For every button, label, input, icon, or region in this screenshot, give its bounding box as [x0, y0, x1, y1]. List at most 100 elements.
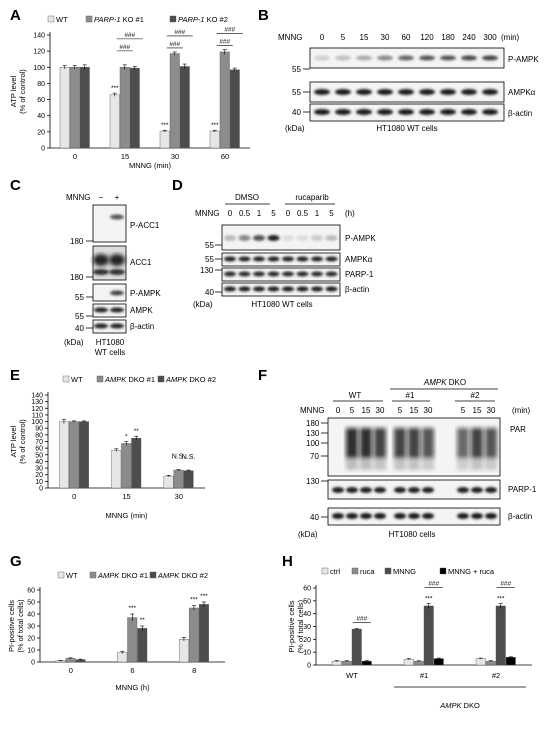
lane-label: 15	[473, 406, 482, 415]
blot-smear	[457, 458, 469, 470]
significance-label: ###	[174, 29, 185, 36]
blot-c-marker-1: 180	[70, 237, 84, 246]
y-tick-label: 20	[303, 637, 311, 644]
blot-b-row-actin: β-actin	[508, 109, 532, 118]
bar	[178, 639, 189, 663]
blot-b-row-ampka: AMPKα	[508, 88, 536, 97]
blot-band	[482, 109, 498, 115]
bar	[505, 657, 516, 666]
blot-band	[267, 256, 280, 262]
blot-band	[408, 513, 420, 519]
blot-smear	[374, 428, 386, 458]
blot-f-treatment-label: MNNG	[300, 406, 324, 415]
legend-label: AMPK DKO #2	[157, 571, 208, 580]
y-tick-label: 60	[35, 446, 43, 453]
blot-band	[335, 109, 351, 115]
y-axis-label: ATP level	[9, 75, 18, 107]
bar	[78, 421, 89, 489]
y-tick-label: 10	[303, 650, 311, 657]
blot-f-lane-labels: 0 5 15 30 5 15 30 5 15 30	[336, 406, 496, 415]
blot-band	[422, 513, 434, 519]
blot-smear	[422, 428, 434, 458]
lane-label: 1	[315, 209, 320, 218]
significance-label: ###	[356, 616, 367, 623]
lane-label: 60	[402, 33, 411, 42]
y-tick-label: 50	[303, 598, 311, 605]
significance-label: ###	[219, 39, 230, 46]
x-tick-label: 0	[72, 492, 76, 501]
blot-d-row-ampka: AMPKα	[345, 255, 373, 264]
y-axis-label: (% of total cells)	[296, 599, 305, 653]
bar	[159, 130, 170, 149]
blot-band	[360, 513, 372, 519]
legend-swatch	[62, 375, 70, 383]
blot-band	[482, 89, 498, 95]
blot-band	[461, 109, 477, 115]
y-tick-label: 140	[33, 33, 45, 40]
legend-swatch	[169, 15, 177, 23]
significance-label: N.S.	[172, 453, 186, 460]
bar	[79, 67, 90, 149]
blot-b-row-p-ampk: P-AMPK	[508, 55, 539, 64]
blot-band	[253, 271, 265, 277]
panel-letter-a: A	[10, 7, 21, 24]
y-tick-label: 30	[27, 624, 35, 631]
bar	[475, 658, 486, 666]
blot-c-marker-4: 55	[75, 312, 84, 321]
blot-band	[253, 256, 265, 262]
bar	[331, 660, 342, 666]
bar	[183, 470, 194, 489]
bar	[163, 475, 174, 489]
blot-c-row-p-ampk: P-AMPK	[130, 289, 161, 298]
bar	[173, 469, 184, 489]
chart-a: 0 20 40 60 80 100 120 140 ATP level (% of control…	[9, 15, 250, 170]
blot-c-band	[109, 254, 125, 266]
blot-d-membrane-actin	[221, 282, 341, 297]
blot-band	[325, 271, 338, 277]
blot-f-unit: (min)	[512, 406, 531, 415]
bar	[188, 607, 199, 663]
blot-band	[282, 271, 294, 277]
blot-band	[325, 235, 338, 241]
x-tick-label: 0	[73, 152, 77, 161]
blot-d-row-p-ampk: P-AMPK	[345, 234, 376, 243]
blot-band	[374, 513, 386, 519]
blot-f-group-2: #2	[471, 391, 480, 400]
bar	[121, 443, 132, 489]
blot-band	[356, 109, 372, 115]
y-tick-label: 100	[31, 419, 43, 426]
bar	[433, 658, 444, 666]
legend-label: PARP-1 KO #2	[178, 15, 228, 24]
significance-label: *	[125, 434, 128, 441]
blot-band	[267, 235, 280, 241]
blot-smear	[471, 458, 483, 470]
blot-band	[238, 271, 251, 277]
blot-c-band	[93, 254, 109, 266]
lane-label: 240	[462, 33, 476, 42]
y-tick-label: 40	[37, 113, 45, 120]
bar	[137, 628, 148, 663]
y-tick-label: 70	[35, 439, 43, 446]
significance-label: ***	[128, 605, 136, 612]
blot-c-caption-2: WT cells	[95, 348, 126, 357]
legend-swatch	[85, 15, 93, 23]
blot-c-lane-2: +	[115, 193, 120, 202]
blot-band	[314, 89, 330, 95]
significance-label: ###	[119, 44, 130, 51]
blot-c-row-actin: β-actin	[130, 322, 154, 331]
panel-letter-f: F	[258, 367, 267, 384]
panel-letter-e: E	[10, 367, 20, 384]
bar	[69, 67, 80, 149]
blot-f-marker-1: 180	[306, 419, 320, 428]
legend-label: AMPK DKO #1	[104, 375, 155, 384]
y-tick-label: 80	[37, 81, 45, 88]
blot-band	[440, 109, 456, 115]
y-tick-label: 0	[307, 663, 311, 670]
blot-band	[422, 487, 434, 493]
lane-label: 30	[381, 33, 390, 42]
blot-b-unit: (min)	[501, 33, 520, 42]
y-axis-label: PI-positive cells	[7, 600, 16, 652]
y-tick-label: 50	[27, 600, 35, 607]
